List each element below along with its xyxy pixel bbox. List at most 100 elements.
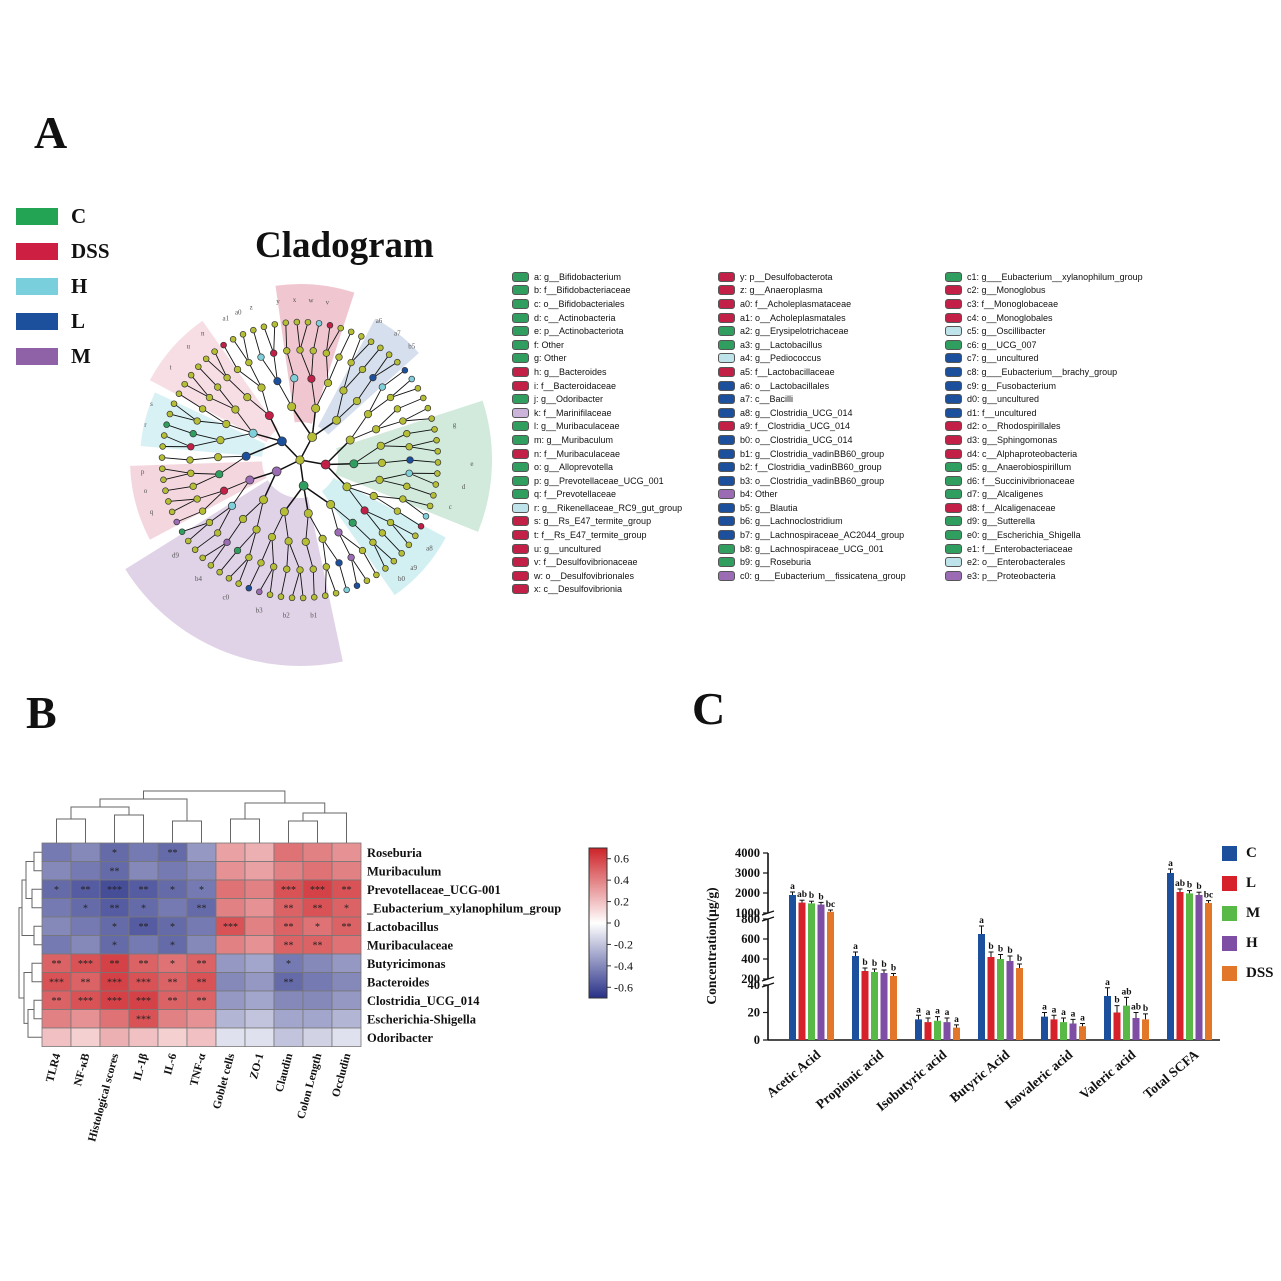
cladogram-node <box>199 554 206 562</box>
scfa-legend-item: L <box>1222 875 1274 892</box>
cladogram-node <box>299 594 307 602</box>
cladogram-node <box>342 482 352 492</box>
taxa-swatch <box>945 285 962 296</box>
cladogram-node <box>422 513 430 520</box>
significance-stars: ** <box>342 922 352 933</box>
significance-stars: * <box>141 903 146 914</box>
taxa-legend-item: e3: p__Proteobacteria <box>945 569 1143 583</box>
scfa-legend-item: C <box>1222 845 1274 862</box>
heatmap-col-label: TLR4 <box>44 1052 63 1084</box>
cladogram-branch <box>349 413 369 441</box>
bar <box>1205 903 1212 1040</box>
bar <box>1176 892 1184 1040</box>
taxa-label: c7: g__uncultured <box>967 353 1039 364</box>
cladogram-node <box>223 538 231 546</box>
cladogram-branch <box>226 423 254 434</box>
cladogram-branch <box>307 513 323 540</box>
heatmap-cell <box>331 972 362 992</box>
heatmap-cell <box>244 1009 275 1029</box>
taxa-label: a: g__Bifidobacterium <box>534 271 622 282</box>
taxa-legend-item: c3: f__Monoglobaceae <box>945 297 1143 311</box>
cladogram-node <box>241 451 251 461</box>
cladogram-branch <box>190 439 221 448</box>
cladogram-node <box>347 328 355 336</box>
significance-stars: ** <box>284 977 294 988</box>
cladogram-branch <box>364 510 391 523</box>
colorbar-tick-label: 0.4 <box>614 873 629 887</box>
taxa-label: g: Other <box>534 353 567 364</box>
cladogram-branch <box>373 495 403 500</box>
taxa-swatch <box>512 434 529 445</box>
heatmap-cell <box>186 842 217 862</box>
taxa-legend-item: a7: c__Bacilli <box>718 392 906 406</box>
taxa-label: c: o__Bifidobacteriales <box>534 298 625 309</box>
cladogram-node <box>363 410 373 419</box>
taxa-label: l: g__Muribaculaceae <box>534 421 620 432</box>
cladogram-node <box>321 592 329 599</box>
heatmap-cell <box>331 842 362 862</box>
panel-a-label: A <box>34 107 68 158</box>
y-tick-label: 1000 <box>735 906 760 920</box>
cladogram-node <box>310 594 318 601</box>
taxa-label: k: f__Marinifilaceae <box>534 407 612 418</box>
cladogram-branch <box>277 380 293 407</box>
cladogram-branch <box>190 472 220 475</box>
cladogram-node <box>216 568 223 576</box>
group-legend-item: L <box>16 309 110 334</box>
heatmap-cell <box>41 916 72 936</box>
cladogram-branch <box>375 420 403 430</box>
cladogram-node <box>159 443 166 450</box>
heatmap-col-label: Histological scores <box>86 1052 121 1143</box>
cladogram-branch <box>364 510 383 534</box>
y-tick-label: 400 <box>741 952 760 966</box>
cladogram-node <box>233 546 242 555</box>
significance-stars: ** <box>197 903 207 914</box>
cladogram-branch <box>197 366 218 388</box>
taxa-legend-item: d8: f__Alcaligenaceae <box>945 501 1143 515</box>
significance-letter: a <box>853 942 858 952</box>
cladogram-node <box>227 501 237 510</box>
bar <box>1079 1026 1086 1040</box>
cladogram-node <box>373 571 380 579</box>
taxa-legend-item: j: g__Odoribacter <box>512 392 682 406</box>
cladogram-node <box>222 420 231 429</box>
cladogram-branch <box>256 499 264 530</box>
cladogram-branch <box>367 397 391 415</box>
x-category-label: Valeric acid <box>1077 1046 1139 1102</box>
heatmap-cell <box>244 1027 275 1047</box>
taxa-swatch <box>512 462 529 473</box>
taxa-swatch <box>512 584 529 595</box>
cladogram-branch <box>260 536 273 564</box>
taxa-swatch <box>718 285 735 296</box>
taxa-label: h: g__Bacteroides <box>534 366 607 377</box>
taxa-swatch <box>512 421 529 432</box>
cladogram-node <box>213 453 223 462</box>
heatmap-cell <box>41 898 72 918</box>
taxa-label: n: f__Muribaculaceae <box>534 448 621 459</box>
cladogram-node <box>401 367 409 374</box>
cladogram-branch <box>218 455 247 475</box>
taxa-swatch <box>945 312 962 323</box>
cladogram-node <box>296 346 304 354</box>
cladogram-node <box>434 448 441 455</box>
cladogram-node <box>260 323 268 331</box>
taxa-legend-item: d5: g__Anaerobiospirillum <box>945 460 1143 474</box>
cladogram-branch <box>161 457 191 461</box>
bar <box>852 956 859 1040</box>
taxa-swatch <box>945 380 962 391</box>
bar <box>798 902 806 1040</box>
cladogram-outer-label: w <box>308 296 314 304</box>
bar <box>789 895 796 1040</box>
heatmap-cell <box>128 861 159 881</box>
taxa-swatch <box>512 557 529 568</box>
heatmap-cell <box>186 1027 217 1047</box>
cladogram-branch <box>228 557 250 579</box>
taxa-legend-item: a4: g__Pediococcus <box>718 352 906 366</box>
significance-stars: ** <box>110 959 120 970</box>
heatmap-cell <box>331 1027 362 1047</box>
cladogram-branch <box>164 435 191 448</box>
cladogram-branch <box>338 562 348 590</box>
taxa-legend-item: q: f__Prevotellaceae <box>512 488 682 502</box>
cladogram-node <box>434 470 441 477</box>
cladogram-node <box>205 518 214 527</box>
